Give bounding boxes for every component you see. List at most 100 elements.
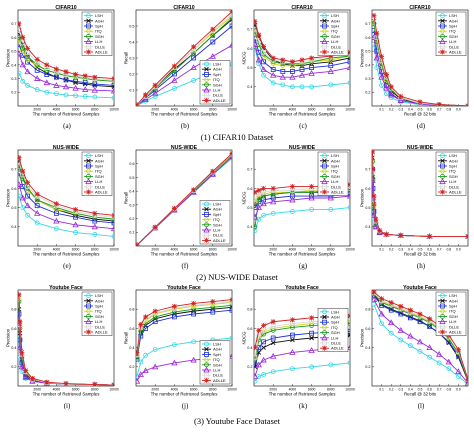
data-point-llh bbox=[260, 356, 267, 363]
data-point-lsh bbox=[254, 378, 258, 384]
x-tick-label: 0.6 bbox=[427, 108, 432, 112]
legend-entry: LSH bbox=[95, 293, 103, 298]
data-point-sph bbox=[171, 314, 177, 320]
data-point-lsh bbox=[446, 366, 452, 372]
legend-entry: LLH bbox=[449, 39, 456, 44]
legend-entry: SpH bbox=[331, 164, 339, 169]
series-line-lsh bbox=[18, 195, 114, 237]
data-point-adlle bbox=[136, 102, 140, 106]
y-tick-label: 0.3 bbox=[11, 77, 16, 81]
y-tick-label: 0.7 bbox=[11, 168, 16, 172]
chart-title: CIFAR10 bbox=[409, 5, 430, 11]
legend-entry: LLH bbox=[95, 319, 102, 324]
data-point-agh bbox=[328, 59, 334, 65]
y-tick-label: 0.4 bbox=[11, 225, 16, 229]
legend-marker bbox=[204, 61, 209, 67]
legend-marker bbox=[322, 158, 327, 164]
data-point-llh bbox=[142, 367, 149, 374]
legend-entry: SGH bbox=[95, 174, 104, 179]
x-tick-label: 8000 bbox=[209, 388, 217, 392]
data-point-dlle bbox=[111, 77, 114, 83]
legend-marker bbox=[85, 168, 92, 175]
data-point-dlle bbox=[256, 333, 262, 339]
y-axis-label: Recall bbox=[124, 192, 129, 204]
x-tick-label: 4000 bbox=[289, 248, 297, 252]
legend-marker bbox=[204, 351, 209, 357]
x-tick-label: 6000 bbox=[190, 388, 198, 392]
data-point-lsh bbox=[143, 352, 149, 358]
chart-e: NUS-WIDE 0.4 0.5 0.6 0.7 2000 4000 6000 8000 1000… bbox=[6, 145, 119, 270]
y-axis-label: NDCG bbox=[242, 331, 247, 345]
data-point-lsh bbox=[347, 205, 350, 210]
y-axis-label: Precision bbox=[6, 48, 11, 67]
legend-entry: ITQ bbox=[331, 29, 338, 34]
x-tick-label: 10000 bbox=[227, 108, 237, 112]
data-point-adlle bbox=[261, 323, 267, 329]
x-tick-label: 0.1 bbox=[379, 248, 384, 252]
data-point-adlle bbox=[289, 59, 295, 65]
data-point-llh bbox=[346, 64, 350, 70]
legend-marker bbox=[86, 23, 91, 29]
data-point-adlle bbox=[18, 21, 22, 27]
legend-entry: LLH bbox=[331, 39, 338, 44]
data-point-sgh bbox=[171, 68, 177, 74]
data-point-sgh bbox=[229, 15, 232, 21]
subfigure-label: (d) bbox=[417, 122, 426, 130]
legend-entry: ADLLE bbox=[331, 346, 344, 351]
data-point-adlle bbox=[398, 232, 404, 238]
data-point-sph bbox=[171, 71, 177, 77]
subfigure-label: (h) bbox=[417, 262, 426, 270]
data-point-sgh bbox=[229, 302, 232, 308]
data-point-lsh bbox=[73, 230, 78, 235]
series-line-dlle bbox=[18, 30, 114, 81]
data-point-sph bbox=[229, 307, 232, 313]
data-point-llh bbox=[34, 75, 41, 81]
data-point-adlle bbox=[427, 316, 433, 322]
x-axis-label: Recall @ 32 bits bbox=[404, 112, 437, 117]
x-tick-label: 0.6 bbox=[427, 388, 432, 392]
data-point-adlle bbox=[20, 34, 26, 40]
data-point-lsh bbox=[328, 362, 334, 368]
subfigure-label: (i) bbox=[64, 402, 71, 410]
data-point-sph bbox=[152, 319, 158, 325]
data-point-lsh bbox=[379, 83, 385, 88]
data-point-llh bbox=[18, 181, 23, 187]
data-point-adlle bbox=[377, 228, 383, 234]
x-tick-label: 2000 bbox=[33, 388, 41, 392]
legend-marker bbox=[322, 340, 327, 346]
x-axis-label: Recall @ 32 bits bbox=[404, 252, 437, 257]
data-point-lsh bbox=[54, 91, 59, 97]
data-point-lsh bbox=[191, 339, 197, 345]
legend-marker bbox=[203, 366, 210, 373]
data-point-adlle bbox=[254, 19, 258, 25]
data-point-llh bbox=[110, 87, 114, 94]
data-point-adlle bbox=[299, 57, 305, 63]
data-point-lsh bbox=[92, 94, 98, 100]
y-tick-label: 0.5 bbox=[11, 50, 16, 54]
y-tick-label: 0.5 bbox=[129, 24, 134, 28]
legend-marker bbox=[86, 163, 91, 169]
data-point-dlle bbox=[261, 327, 267, 333]
legend-entry: LSH bbox=[331, 309, 339, 314]
legend-entry: SpH bbox=[213, 212, 221, 217]
legend-marker bbox=[321, 38, 328, 44]
data-point-sph bbox=[328, 63, 334, 69]
series-group bbox=[372, 150, 468, 240]
data-point-sph bbox=[210, 39, 216, 45]
data-point-llh bbox=[407, 332, 414, 339]
series-line-sph bbox=[373, 295, 468, 381]
data-point-lsh bbox=[25, 83, 31, 88]
data-point-lsh bbox=[152, 94, 158, 99]
series-line-lsh bbox=[254, 362, 350, 382]
data-point-adlle bbox=[436, 102, 442, 106]
legend-marker bbox=[86, 153, 91, 159]
y-tick-label: 0.6 bbox=[11, 187, 16, 191]
series-line-llh bbox=[373, 37, 468, 106]
data-point-sph bbox=[261, 339, 267, 345]
data-point-lsh bbox=[18, 193, 22, 199]
data-point-adlle bbox=[19, 349, 25, 355]
legend-marker bbox=[440, 163, 445, 169]
legend-entry: ADLLE bbox=[95, 50, 108, 55]
legend-entry: SpH bbox=[213, 352, 221, 357]
